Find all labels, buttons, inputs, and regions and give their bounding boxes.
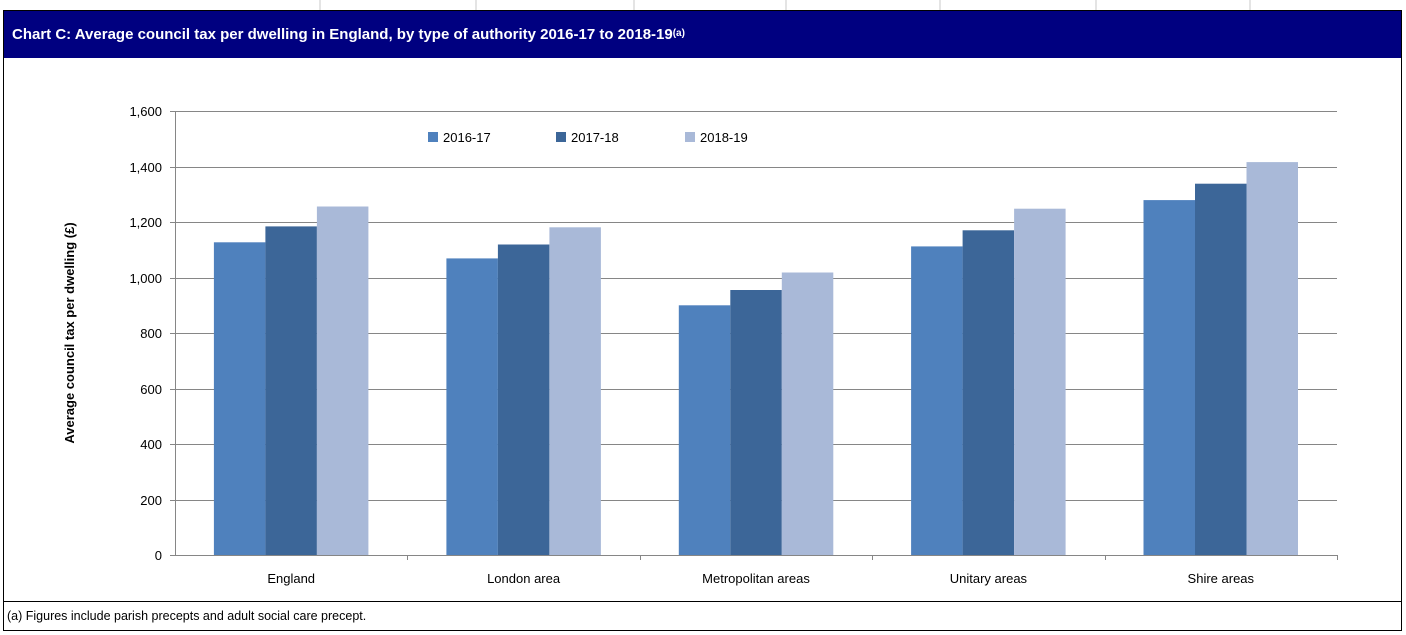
bar-2016-17 (911, 246, 963, 555)
legend-swatch-2018-19 (685, 132, 695, 142)
bar-2016-17 (1143, 200, 1195, 555)
bar-chart: 0 200 400 600 800 1,000 1,200 1,400 1,600 England… (62, 104, 1338, 586)
legend-label-2017-18: 2017-18 (571, 130, 619, 145)
y-tick-label: 800 (140, 326, 162, 341)
bar-2016-17 (213, 242, 266, 556)
x-tick-label: Metropolitan areas (702, 571, 810, 586)
legend-label-2016-17: 2016-17 (443, 130, 491, 145)
legend-swatch-2017-18 (556, 132, 566, 142)
bar-2018-19 (781, 272, 834, 555)
bar-2017-18 (1195, 183, 1247, 555)
bar-2017-18 (497, 244, 550, 555)
footnote: (a) Figures include parish precepts and … (4, 601, 1401, 630)
bar-2018-19 (316, 206, 369, 555)
bar-2018-19 (1246, 162, 1298, 555)
chart-title-footnote-marker: (a) (672, 28, 685, 39)
y-tick-label: 200 (140, 493, 162, 508)
x-tick-label: Shire areas (1188, 571, 1255, 586)
legend-label-2018-19: 2018-19 (700, 130, 748, 145)
bar-2018-19 (549, 227, 601, 556)
y-tick-label: 400 (140, 437, 162, 452)
y-tick-label: 1,600 (129, 104, 162, 119)
y-tick-label: 1,000 (129, 271, 162, 286)
chart-area: 0 200 400 600 800 1,000 1,200 1,400 1,600 England… (4, 58, 1401, 602)
top-cell-borders (319, 0, 1251, 10)
x-tick-label: London area (487, 571, 561, 586)
bar-2018-19 (1014, 208, 1066, 555)
x-tick-label: Unitary areas (950, 571, 1028, 586)
bar-2017-18 (265, 226, 317, 555)
chart-frame: Chart C: Average council tax per dwellin… (3, 10, 1402, 631)
y-tick-label: 1,200 (129, 215, 162, 230)
y-axis-title: Average council tax per dwelling (£) (62, 222, 77, 443)
chart-title-bar: Chart C: Average council tax per dwellin… (4, 11, 1401, 58)
y-tick-label: 1,400 (129, 160, 162, 175)
y-tick-label: 0 (155, 548, 162, 563)
x-tick-label: England (267, 571, 315, 586)
bar-2017-18 (730, 290, 782, 555)
chart-title: Chart C: Average council tax per dwellin… (12, 26, 673, 43)
bar-2016-17 (446, 258, 498, 555)
legend-swatch-2016-17 (428, 132, 438, 142)
bar-2017-18 (962, 230, 1015, 556)
y-tick-label: 600 (140, 382, 162, 397)
bar-2016-17 (678, 305, 731, 556)
